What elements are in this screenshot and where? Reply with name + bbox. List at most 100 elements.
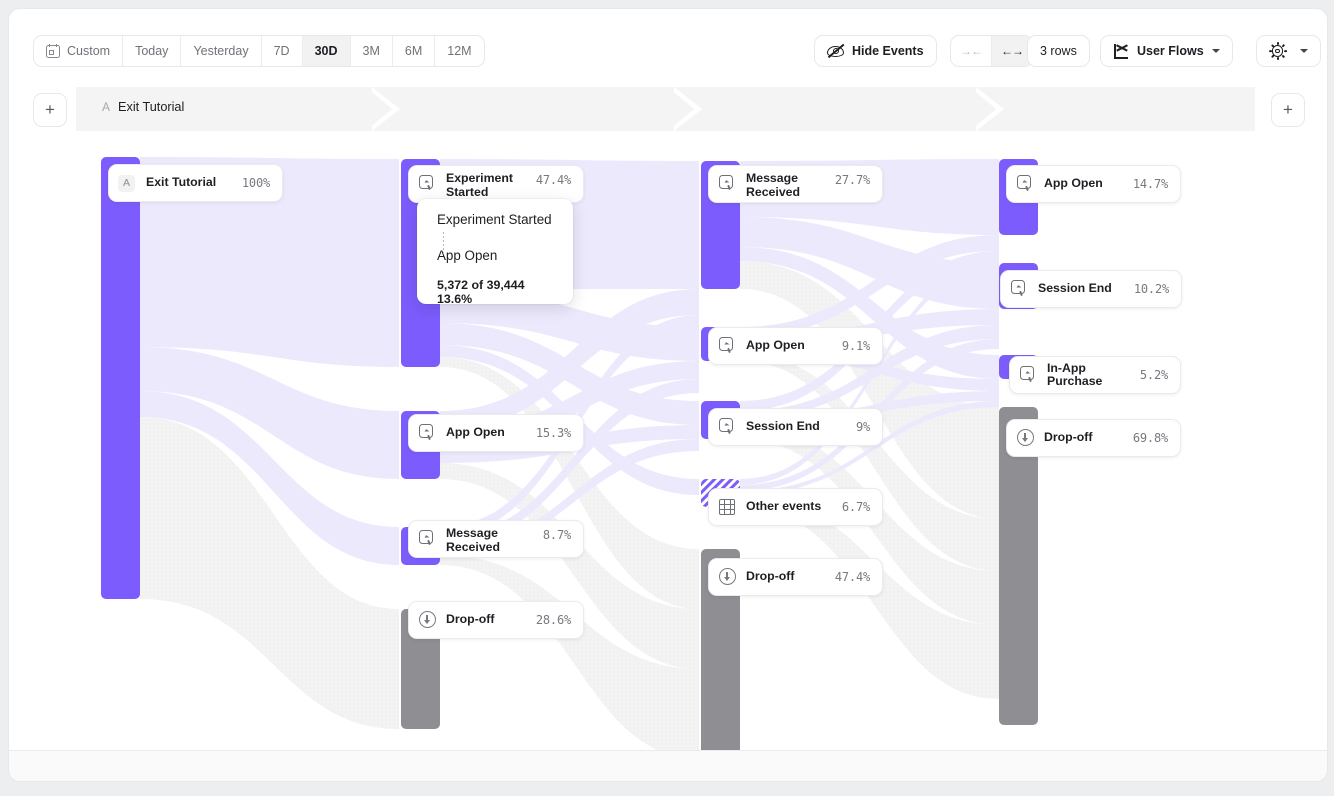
expand-horizontal-button[interactable]: ←→ [992,36,1032,66]
event-icon [718,174,737,193]
sankey-canvas: A Exit Tutorial 100% Experiment Started … [9,139,1327,751]
event-icon [718,337,737,356]
event-icon [418,529,437,548]
chevron-down-icon [1211,49,1220,53]
zoom-fit-selector[interactable]: →← ←→ [950,35,1033,67]
breadcrumb-row: + A Exit Tutorial + [9,79,1327,139]
node-label: App Open [446,425,505,440]
tooltip-source: Experiment Started [437,212,552,227]
toolbar: Custom Today Yesterday 7D 30D 3M 6M 12M … [9,9,1327,71]
date-range-3m[interactable]: 3M [351,36,393,66]
date-range-today[interactable]: Today [123,36,182,66]
expand-horizontal-icon: ←→ [1001,44,1024,58]
view-type-dropdown[interactable]: User Flows [1100,35,1233,67]
node-percent: 100% [241,176,270,190]
date-range-selector[interactable]: Custom Today Yesterday 7D 30D 3M 6M 12M [33,35,485,67]
node-message-received-col2[interactable]: Message Received 27.7% [708,165,883,203]
node-percent: 10.2% [1133,282,1169,296]
node-session-end-col3[interactable]: Session End 10.2% [1000,270,1182,308]
eye-off-icon [827,43,845,59]
view-type-label: User Flows [1137,44,1204,58]
node-percent: 47.4% [535,173,571,187]
date-range-12m[interactable]: 12M [447,44,472,58]
dropoff-icon [418,611,437,630]
node-in-app-purchase[interactable]: In-App Purchase 5.2% [1009,356,1181,394]
node-percent: 9.1% [841,339,870,353]
breadcrumb-item-exit-tutorial[interactable]: A Exit Tutorial [102,100,184,114]
node-label: Exit Tutorial [146,175,217,190]
dropoff-icon [1016,429,1035,448]
date-range-30d[interactable]: 30D [302,36,351,66]
breadcrumb-label: Exit Tutorial [118,100,185,114]
node-label: Other events [746,499,822,514]
rows-label: 3 rows [1040,44,1077,58]
footer-bar [9,750,1327,781]
node-percent: 9% [855,420,870,434]
breadcrumb: A Exit Tutorial [76,87,1255,131]
node-label: Experiment Started [446,171,513,199]
date-range-custom-label: Custom [67,44,111,58]
node-label: App Open [746,338,805,353]
node-percent: 5.2% [1139,368,1168,382]
date-range-custom[interactable]: Custom [34,36,124,66]
node-label: Session End [1038,281,1112,296]
add-step-left-button[interactable]: + [33,93,67,127]
node-label: Drop-off [446,612,495,627]
node-drop-off-col2[interactable]: Drop-off 47.4% [708,558,883,596]
node-percent: 14.7% [1132,177,1168,191]
event-icon [1016,175,1035,194]
collapse-horizontal-icon: →← [960,44,983,58]
gear-icon [1268,41,1287,61]
date-range-7d[interactable]: 7D [262,36,303,66]
grid-icon [718,498,737,517]
event-icon [1010,280,1029,299]
collapse-horizontal-button[interactable]: →← [951,36,992,66]
node-label: App Open [1044,176,1103,191]
node-exit-tutorial[interactable]: A Exit Tutorial 100% [108,164,283,202]
node-percent: 15.3% [535,426,571,440]
node-label: Message Received [446,526,501,554]
node-experiment-started[interactable]: Experiment Started 47.4% [408,165,584,203]
node-percent: 27.7% [834,173,870,187]
node-percent: 28.6% [535,613,571,627]
node-other-events[interactable]: Other events 6.7% [708,488,883,526]
breadcrumb-tag: A [102,100,111,114]
node-message-received-col1[interactable]: Message Received 8.7% [408,520,584,558]
node-label: Message Received [746,171,801,199]
settings-dropdown[interactable] [1256,35,1321,67]
node-label: Session End [746,419,820,434]
node-percent: 8.7% [542,528,571,542]
node-label: Drop-off [1044,430,1093,445]
event-icon [718,418,737,437]
event-icon [418,424,437,443]
node-label: In-App Purchase [1047,360,1103,388]
user-flows-app: Custom Today Yesterday 7D 30D 3M 6M 12M … [8,8,1328,782]
node-percent: 47.4% [834,570,870,584]
tooltip-target: App Open [437,248,498,263]
tooltip-connector [443,232,444,254]
node-app-open-col3[interactable]: App Open 14.7% [1006,165,1181,203]
node-session-end-col2[interactable]: Session End 9% [708,408,883,446]
hide-events-button[interactable]: Hide Events [814,35,937,67]
date-range-6m[interactable]: 6M [393,36,436,66]
node-percent: 69.8% [1132,431,1168,445]
tag-a-icon: A [118,174,137,193]
tooltip-stat: 5,372 of 39,444 13.6% [437,278,525,306]
flow-chart-icon [1113,43,1129,59]
rows-button[interactable]: 3 rows [1027,35,1090,67]
event-icon [1019,366,1038,385]
hide-events-label: Hide Events [852,44,924,58]
chevron-down-icon [1300,49,1308,53]
flow-tooltip: Experiment Started App Open 5,372 of 39,… [417,199,573,306]
node-percent: 6.7% [841,500,870,514]
node-app-open-col2[interactable]: App Open 9.1% [708,327,883,365]
node-drop-off-col1[interactable]: Drop-off 28.6% [408,601,584,639]
calendar-icon [46,44,60,58]
date-range-yesterday[interactable]: Yesterday [181,36,262,66]
dropoff-icon [718,568,737,587]
add-step-right-button[interactable]: + [1271,93,1305,127]
event-icon [418,174,437,193]
node-app-open-col1[interactable]: App Open 15.3% [408,414,584,452]
node-label: Drop-off [746,569,795,584]
node-drop-off-col3[interactable]: Drop-off 69.8% [1006,419,1181,457]
